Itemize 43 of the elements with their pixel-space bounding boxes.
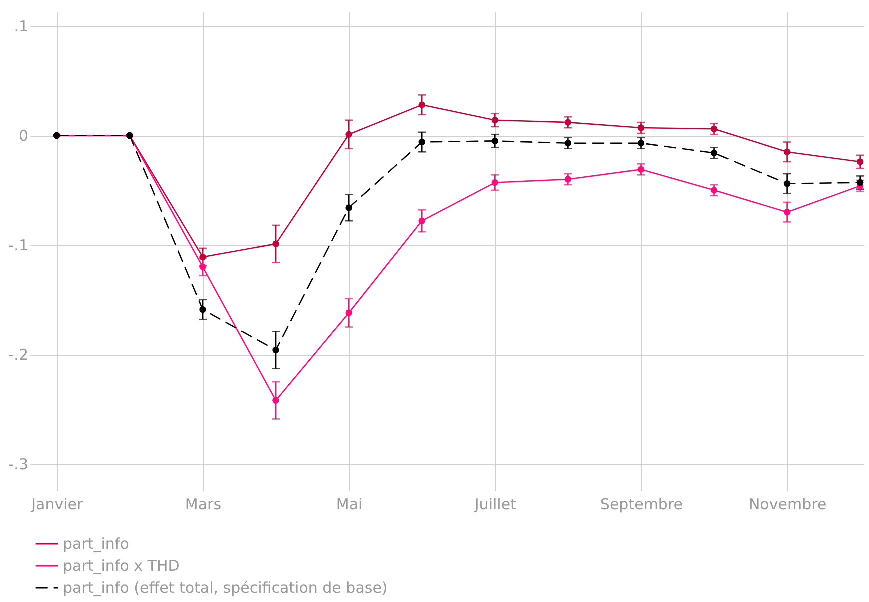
point	[856, 158, 864, 166]
point	[492, 179, 499, 186]
legend-label: part_info (effet total, spécification de base)	[63, 579, 388, 597]
point	[710, 187, 718, 194]
point	[346, 310, 352, 316]
x-tick-label: Novembre	[748, 496, 827, 514]
y-tick-label: -.2	[8, 346, 28, 364]
point	[346, 204, 352, 212]
point	[492, 117, 499, 124]
point	[784, 208, 791, 216]
y-tick-label: -.1	[8, 236, 28, 255]
x-tick-label: Janvier	[30, 496, 84, 514]
point	[492, 138, 499, 145]
point	[200, 306, 206, 314]
point	[784, 148, 791, 156]
point	[272, 346, 280, 354]
point	[784, 180, 791, 188]
point	[272, 240, 280, 248]
point	[638, 124, 645, 132]
point	[710, 126, 718, 132]
point	[272, 397, 280, 404]
point	[418, 218, 426, 224]
x-tick-label: Septembre	[600, 496, 684, 514]
point	[564, 119, 572, 126]
x-tick-label: Juillet	[474, 496, 517, 514]
point	[638, 140, 645, 147]
point	[200, 264, 206, 270]
point	[418, 138, 426, 146]
point	[200, 254, 206, 261]
legend-label: part_info x THD	[63, 557, 180, 575]
y-tick-label: .1	[14, 18, 28, 36]
point	[564, 176, 572, 183]
x-tick-label: Mars	[185, 496, 222, 514]
x-tick-label: Mai	[336, 496, 363, 514]
legend-label: part_info	[63, 535, 130, 553]
y-tick-label: -.3	[8, 456, 28, 474]
point	[346, 131, 352, 138]
y-tick-label: 0	[18, 127, 28, 146]
point	[710, 150, 718, 157]
point	[638, 166, 645, 173]
point	[856, 179, 864, 186]
point	[418, 102, 426, 108]
point	[564, 140, 572, 147]
